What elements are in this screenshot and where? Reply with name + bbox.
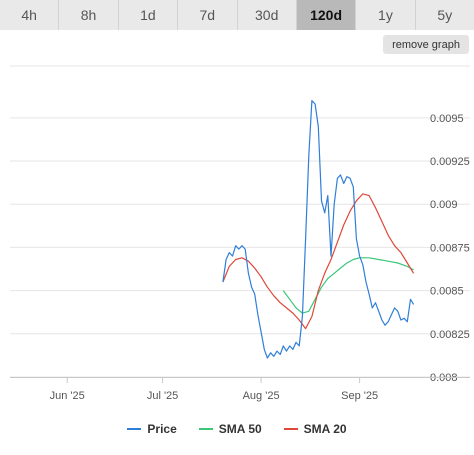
legend-item-price[interactable]: Price <box>127 422 177 436</box>
legend-price-swatch <box>127 428 142 430</box>
tab-5y[interactable]: 5y <box>415 0 474 30</box>
x-tick-label: Jul '25 <box>147 390 178 402</box>
tab-8h[interactable]: 8h <box>59 0 119 30</box>
tab-7d[interactable]: 7d <box>178 0 238 30</box>
tab-1y[interactable]: 1y <box>356 0 416 30</box>
legend-sma20-swatch <box>283 428 298 430</box>
sma20-line <box>222 193 415 330</box>
chart-legend: Price SMA 50 SMA 20 <box>0 418 474 440</box>
price-line <box>222 100 415 359</box>
price-chart: 0.0080.008250.00850.008750.0090.009250.0… <box>10 65 470 402</box>
y-tick-label: 0.0095 <box>430 113 464 125</box>
tab-4h[interactable]: 4h <box>0 0 60 30</box>
tab-120d[interactable]: 120d <box>296 0 357 30</box>
tab-30d[interactable]: 30d <box>237 0 297 30</box>
legend-item-sma20[interactable]: SMA 20 <box>283 422 347 436</box>
x-tick-label: Jun '25 <box>50 390 85 402</box>
y-tick-label: 0.009 <box>430 199 458 211</box>
y-tick-label: 0.0085 <box>430 286 464 298</box>
remove-graph-button[interactable]: remove graph <box>383 35 469 54</box>
y-tick-label: 0.00925 <box>430 156 470 168</box>
time-range-tabs: 4h 8h 1d 7d 30d 120d 1y 5y <box>0 0 474 30</box>
y-tick-label: 0.00875 <box>430 242 470 254</box>
x-tick-label: Aug '25 <box>243 390 280 402</box>
legend-sma50-label: SMA 50 <box>218 422 262 436</box>
legend-item-sma50[interactable]: SMA 50 <box>198 422 262 436</box>
x-tick-label: Sep '25 <box>341 390 378 402</box>
tab-1d[interactable]: 1d <box>118 0 179 30</box>
y-tick-label: 0.00825 <box>430 329 470 341</box>
legend-sma20-label: SMA 20 <box>303 422 347 436</box>
legend-price-label: Price <box>147 422 177 436</box>
legend-sma50-swatch <box>198 428 213 430</box>
